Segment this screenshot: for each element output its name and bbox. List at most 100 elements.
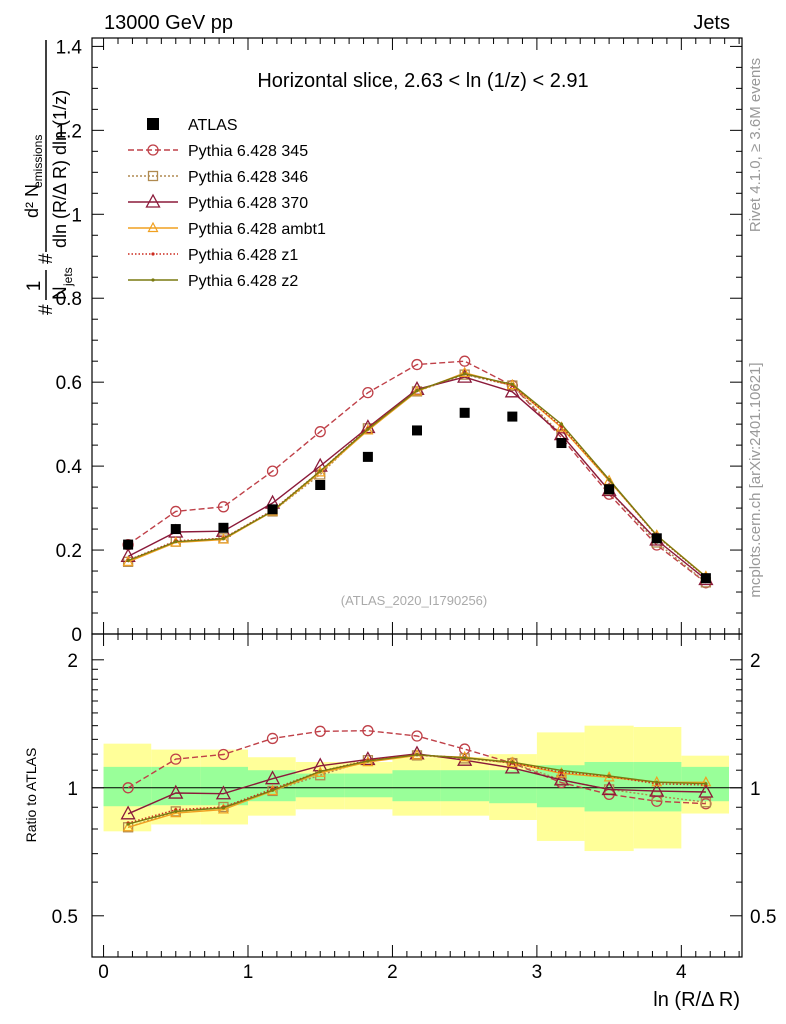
- data-point: [507, 411, 518, 422]
- series-point-5: [174, 540, 178, 544]
- x-tick-label: 0: [98, 962, 109, 983]
- ratio-point-0: [266, 732, 279, 745]
- data-point: [123, 539, 134, 550]
- ratio-point-2: [601, 781, 617, 796]
- y-tick-label: 1.2: [56, 121, 82, 142]
- series-line-5: [127, 373, 707, 578]
- legend-marker-atlas: [147, 118, 159, 130]
- data-point: [170, 524, 181, 535]
- x-tick-label: 1: [243, 962, 254, 983]
- data-point: [459, 407, 470, 418]
- uncertainty-bands: [103, 725, 729, 852]
- y-tick-label: 0.2: [56, 541, 82, 562]
- ratio-y-tick-label: 2: [67, 651, 78, 672]
- y-label-frac2-num: d² N: [22, 184, 42, 218]
- ratio-point-5: [559, 768, 564, 772]
- y-tick-label: 1: [71, 205, 82, 226]
- y-label-frac1-den-sub: jets: [61, 267, 75, 287]
- ratio-point-5: [415, 753, 419, 757]
- series-point-5: [415, 388, 419, 393]
- y-label-prefix: #: [36, 304, 57, 315]
- series-point-5: [607, 477, 611, 482]
- y-label-frac1-den: N: [50, 286, 71, 300]
- ratio-point-5: [221, 806, 226, 810]
- legend-marker-2: [145, 193, 161, 208]
- data-point: [700, 573, 711, 584]
- ratio-point-0: [411, 730, 423, 742]
- data-point: [315, 480, 326, 490]
- ratio-point-2: [360, 751, 376, 766]
- ratio-point-1: [700, 797, 712, 808]
- x-tick-label: 2: [387, 962, 398, 983]
- y-label-frac2-den: dln (R/Δ R) dln (1/z): [50, 90, 70, 248]
- series-point-5: [221, 537, 226, 541]
- series-point-5: [126, 558, 130, 563]
- header-left-label: 13000 GeV pp: [104, 12, 233, 34]
- ratio-y-tick-label-right: 1: [750, 779, 761, 800]
- ratio-band-inner: [392, 770, 441, 802]
- x-tick-label: 4: [676, 962, 687, 983]
- ratio-point-5: [174, 809, 178, 814]
- ratio-point-2: [698, 783, 714, 798]
- y-axis-label: # 1 N jets # d² N emissions dln (R/Δ R) …: [22, 40, 75, 315]
- series-point-3: [459, 366, 471, 378]
- y-tick-label: 1.4: [56, 37, 83, 58]
- series-point-0: [170, 505, 182, 518]
- ratio-y-tick-label: 1: [67, 779, 78, 800]
- series-line-2: [127, 376, 707, 580]
- legend: ATLAS Pythia 6.428 345 Pythia 6.428 346 Pyt…: [128, 117, 326, 290]
- legend-label-3: Pythia 6.428 ambt1: [188, 221, 326, 238]
- series-point-3: [362, 424, 374, 435]
- ratio-band-inner: [103, 766, 152, 807]
- series-point-3: [314, 466, 326, 477]
- ratio-line-0: [127, 729, 706, 805]
- legend-marker-4: [151, 252, 155, 256]
- ratio-point-5: [655, 780, 659, 784]
- ratio-point-2: [264, 770, 281, 785]
- y-tick-label: 0.4: [56, 457, 83, 478]
- series-point-5: [510, 382, 514, 386]
- series-point-5: [366, 427, 370, 431]
- series-line-1: [127, 373, 707, 583]
- y-label-frac2-num-sub: emissions: [31, 135, 45, 188]
- ratio-point-0: [314, 725, 326, 737]
- ratio-point-2: [168, 784, 184, 799]
- ratio-point-5: [270, 788, 275, 792]
- ratio-point-0: [362, 725, 374, 737]
- data-point: [362, 451, 373, 462]
- data-point: [412, 425, 422, 436]
- ratio-point-2: [553, 771, 570, 786]
- ratio-point-5: [704, 782, 708, 786]
- ratio-point-3: [555, 767, 567, 778]
- ratio-point-5: [126, 822, 130, 826]
- ratio-point-2: [120, 805, 136, 820]
- series-point-0: [411, 358, 423, 371]
- data-point: [267, 504, 278, 515]
- x-tick-label: 3: [532, 962, 543, 983]
- ratio-point-3: [122, 820, 134, 832]
- plot-frames: [91, 37, 743, 958]
- rivet-label: Rivet 4.1.0, ≥ 3.6M events: [747, 58, 764, 232]
- ratio-point-5: [366, 759, 370, 763]
- series-point-3: [122, 555, 134, 566]
- x-axis-label: ln (R/Δ R): [653, 989, 740, 1011]
- series-point-5: [318, 469, 322, 473]
- series-point-5: [559, 422, 564, 426]
- series-line-0: [127, 360, 707, 584]
- ratio-point-0: [217, 748, 230, 761]
- legend-label-0: Pythia 6.428 345: [188, 143, 308, 160]
- legend-label-4: Pythia 6.428 z1: [188, 247, 298, 264]
- series-line-4: [127, 373, 707, 578]
- series-point-0: [362, 387, 374, 399]
- y-label-mid-hash: #: [36, 253, 57, 264]
- ratio-point-5: [318, 769, 322, 773]
- series-point-3: [411, 385, 423, 396]
- ratio-point-1: [218, 801, 229, 813]
- ratio-point-0: [170, 753, 182, 765]
- ratio-y-axis-label: Ratio to ATLAS: [23, 748, 39, 843]
- watermark-label: (ATLAS_2020_I1790256): [341, 593, 487, 608]
- chart-title: Horizontal slice, 2.63 < ln (1/z) < 2.91: [257, 70, 588, 92]
- ratio-point-2: [649, 782, 665, 797]
- ratio-frame: [91, 633, 743, 958]
